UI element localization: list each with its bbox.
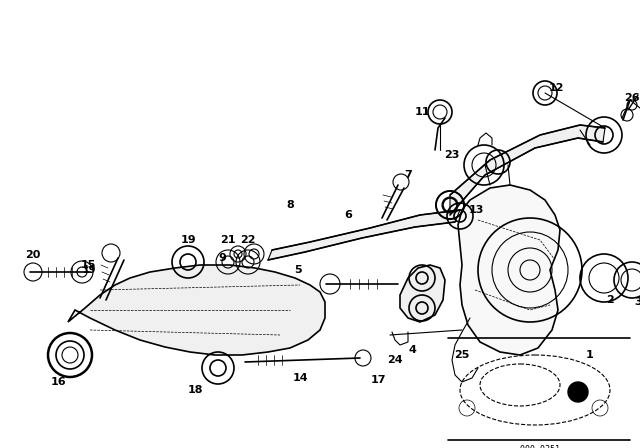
Text: 21: 21 bbox=[220, 235, 236, 245]
Text: 9: 9 bbox=[218, 253, 226, 263]
Text: 5: 5 bbox=[294, 265, 302, 275]
Text: 26: 26 bbox=[624, 93, 640, 103]
Text: 25: 25 bbox=[454, 350, 470, 360]
Polygon shape bbox=[400, 265, 445, 322]
Circle shape bbox=[568, 382, 588, 402]
Text: 8: 8 bbox=[286, 200, 294, 210]
Polygon shape bbox=[68, 265, 325, 355]
Text: 18: 18 bbox=[188, 385, 203, 395]
Polygon shape bbox=[458, 185, 560, 355]
Text: 3: 3 bbox=[634, 297, 640, 307]
Text: 7: 7 bbox=[404, 170, 412, 180]
Polygon shape bbox=[450, 125, 605, 215]
Text: 000 0351: 000 0351 bbox=[520, 445, 560, 448]
Text: 20: 20 bbox=[26, 250, 41, 260]
Text: 16: 16 bbox=[50, 377, 66, 387]
Text: 22: 22 bbox=[240, 235, 256, 245]
Text: 24: 24 bbox=[387, 355, 403, 365]
Text: 13: 13 bbox=[468, 205, 484, 215]
Text: 2: 2 bbox=[606, 295, 614, 305]
Text: 6: 6 bbox=[344, 210, 352, 220]
Text: 15: 15 bbox=[80, 260, 96, 270]
Text: 4: 4 bbox=[408, 345, 416, 355]
Text: 14: 14 bbox=[292, 373, 308, 383]
Text: 1: 1 bbox=[586, 350, 594, 360]
Text: 19: 19 bbox=[83, 265, 97, 275]
Text: 11: 11 bbox=[414, 107, 429, 117]
Text: 12: 12 bbox=[548, 83, 564, 93]
Text: 17: 17 bbox=[371, 375, 386, 385]
Polygon shape bbox=[268, 210, 460, 260]
Text: 19: 19 bbox=[180, 235, 196, 245]
Text: 23: 23 bbox=[444, 150, 460, 160]
